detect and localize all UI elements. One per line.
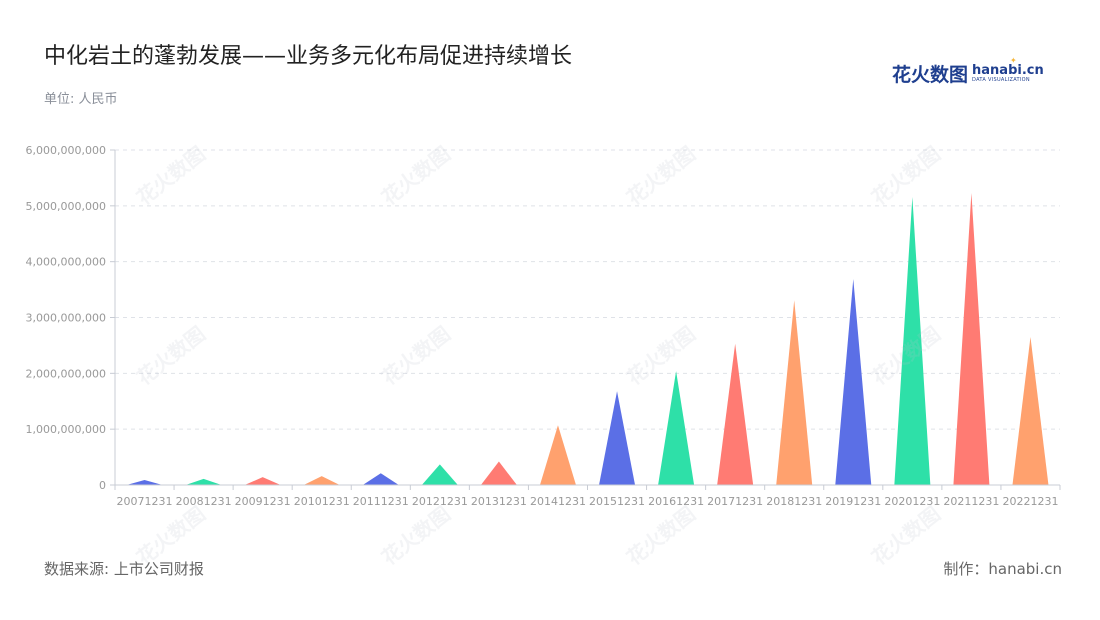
- x-tick-label: 20211231: [943, 495, 999, 508]
- x-tick-label: 20181231: [766, 495, 822, 508]
- sparkle-icon: ✦: [1010, 56, 1017, 65]
- logo-en-text: hanabi.cn: [972, 62, 1044, 78]
- logo-cn-text: 花火数图: [892, 63, 969, 86]
- y-tick-label: 0: [99, 479, 106, 492]
- bar-20151231[interactable]: [599, 391, 636, 485]
- maker-credit: 制作：hanabi.cn: [943, 560, 1062, 578]
- y-axis: 0 1,000,000,000 2,000,000,000 3,000,000,000…: [26, 144, 116, 492]
- bar-20171231[interactable]: [717, 343, 754, 485]
- brand-logo: 花火数图 hanabi.cn DATA VISUALIZATION: [892, 60, 1044, 86]
- bar-20121231[interactable]: [421, 464, 458, 485]
- bar-20111231[interactable]: [362, 473, 399, 485]
- bar-20071231[interactable]: [126, 479, 163, 485]
- bar-20211231[interactable]: [953, 192, 990, 485]
- logo-sub-text: DATA VISUALIZATION: [972, 76, 1030, 83]
- data-source: 数据来源: 上市公司财报: [44, 560, 204, 578]
- chart-bars: [126, 192, 1049, 485]
- x-tick-label: 20131231: [471, 495, 527, 508]
- y-tick-label: 3,000,000,000: [26, 312, 106, 325]
- bar-20141231[interactable]: [539, 425, 576, 485]
- x-tick-label: 20201231: [884, 495, 940, 508]
- bar-20181231[interactable]: [776, 300, 813, 485]
- x-tick-label: 20071231: [117, 495, 173, 508]
- page-title: 中化岩土的蓬勃发展——业务多元化布局促进持续增长: [44, 44, 573, 69]
- x-tick-label: 20191231: [825, 495, 881, 508]
- bar-20091231[interactable]: [244, 477, 281, 485]
- bar-20191231[interactable]: [835, 278, 872, 485]
- bar-20081231[interactable]: [185, 478, 222, 485]
- x-tick-label: 20161231: [648, 495, 704, 508]
- x-axis: 20071231 20081231 20091231 20101231 20111231…: [114, 484, 1061, 508]
- x-tick-label: 20121231: [412, 495, 468, 508]
- x-tick-label: 20221231: [1002, 495, 1058, 508]
- y-tick-label: 6,000,000,000: [26, 144, 106, 157]
- bar-20201231[interactable]: [894, 196, 931, 485]
- x-tick-label: 20101231: [294, 495, 350, 508]
- bar-20221231[interactable]: [1012, 337, 1049, 485]
- x-tick-label: 20091231: [235, 495, 291, 508]
- y-tick-label: 2,000,000,000: [26, 367, 106, 380]
- bar-20101231[interactable]: [303, 476, 340, 485]
- y-tick-label: 4,000,000,000: [26, 256, 106, 269]
- unit-label: 单位: 人民币: [44, 92, 118, 107]
- x-tick-label: 20141231: [530, 495, 586, 508]
- bar-20131231[interactable]: [480, 461, 517, 485]
- x-tick-label: 20151231: [589, 495, 645, 508]
- x-tick-label: 20111231: [353, 495, 409, 508]
- x-tick-label: 20081231: [176, 495, 232, 508]
- bar-20161231[interactable]: [658, 371, 695, 485]
- y-tick-label: 1,000,000,000: [26, 423, 106, 436]
- x-tick-label: 20171231: [707, 495, 763, 508]
- y-tick-label: 5,000,000,000: [26, 200, 106, 213]
